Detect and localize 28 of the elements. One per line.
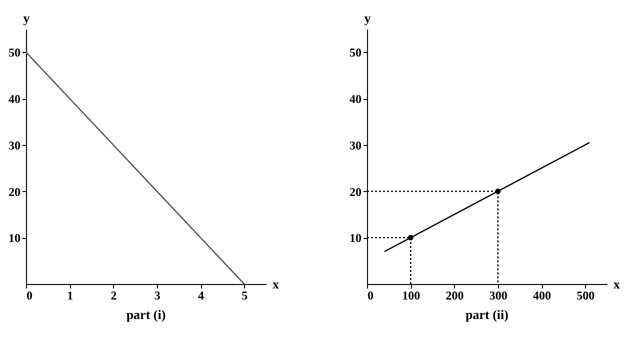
x-axis-title: x xyxy=(614,276,620,292)
x-tick-label: 100 xyxy=(402,288,420,302)
y-tick-label: 30 xyxy=(350,138,362,152)
x-tick-label: 200 xyxy=(446,288,464,302)
x-tick-label: 0 xyxy=(26,288,32,302)
x-axis-title: x xyxy=(272,276,280,292)
x-tick-label: 300 xyxy=(489,288,508,302)
x-tick-label: 400 xyxy=(533,288,552,302)
y-tick-label: 30 xyxy=(8,138,20,152)
x-tick-label: 500 xyxy=(576,288,595,302)
y-tick-label: 10 xyxy=(350,231,362,246)
x-tick-label: 0 xyxy=(368,288,374,302)
x-tick-label: 2 xyxy=(110,288,117,302)
x-tick-label: 1 xyxy=(67,288,74,302)
x-tick-label: 4 xyxy=(198,288,204,302)
y-tick-label: 50 xyxy=(8,46,20,60)
y-tick-label: 40 xyxy=(8,92,20,106)
y-tick-label: 10 xyxy=(8,231,20,246)
x-tick-label: 5 xyxy=(242,288,248,302)
y-tick-label: 40 xyxy=(350,92,362,106)
text: part (i) xyxy=(126,307,166,322)
x-tick-label: 3 xyxy=(154,288,160,302)
y-tick-label: 50 xyxy=(350,46,362,60)
text: part (ii) xyxy=(466,307,508,322)
y-tick-label: 20 xyxy=(8,184,20,199)
y-axis-title: y xyxy=(23,10,30,26)
y-tick-label: 20 xyxy=(350,184,362,199)
y-axis-title: y xyxy=(364,10,372,26)
